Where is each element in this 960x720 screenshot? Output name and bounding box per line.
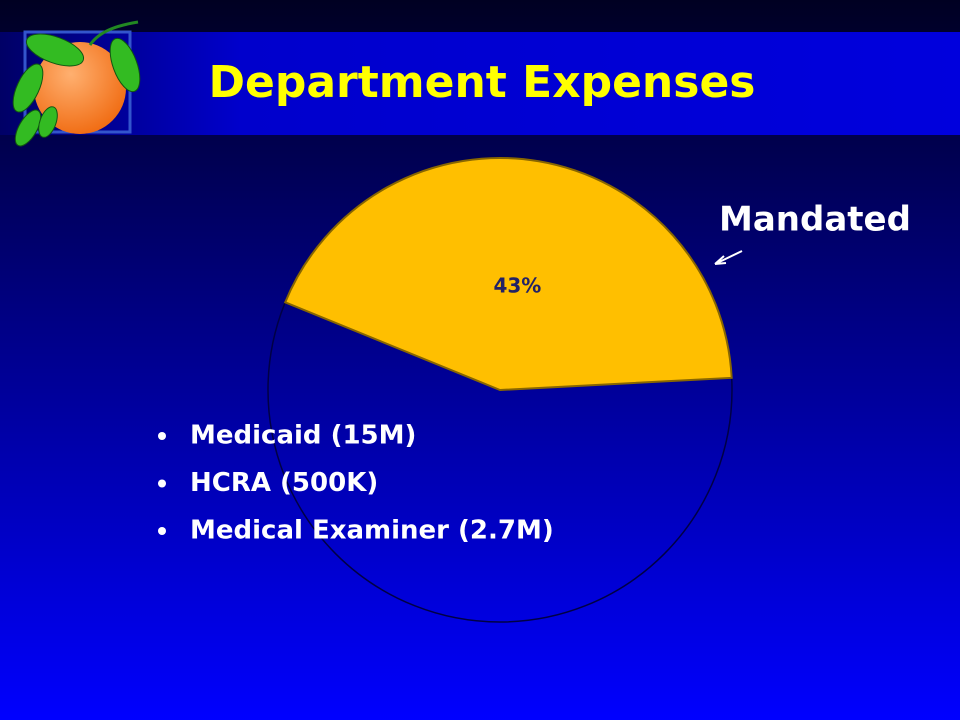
logo — [12, 20, 141, 147]
bullet-list: Medicaid (15M) HCRA (500K) Medical Examine… — [158, 421, 554, 546]
pie-slice — [283, 157, 733, 392]
bullet-text: Medicaid (15M) — [190, 421, 416, 451]
bullet-dot — [158, 432, 166, 440]
bullet-dot — [158, 479, 166, 488]
slice-label: 43% — [493, 274, 541, 298]
bullet-text: HCRA (500K) — [190, 468, 378, 498]
title-band — [0, 32, 960, 135]
annotation-arrow — [714, 250, 743, 265]
chart-title: Department Expenses — [209, 57, 756, 108]
bullet-dot — [158, 527, 166, 535]
annotation: Mandated — [719, 200, 911, 240]
bullet-text: Medical Examiner (2.7M) — [190, 516, 554, 546]
